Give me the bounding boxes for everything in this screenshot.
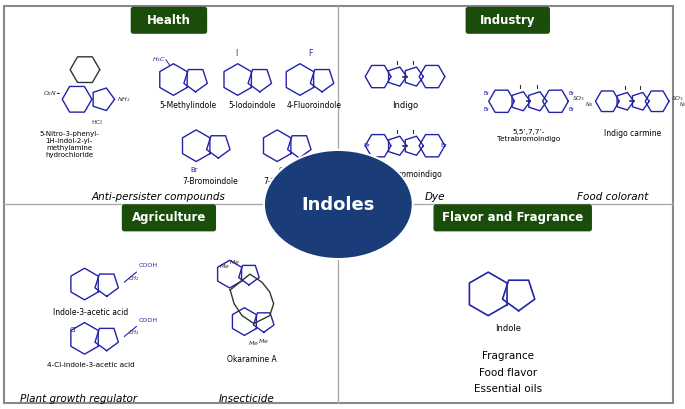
- Text: Br: Br: [568, 107, 574, 112]
- Text: $Na$: $Na$: [585, 100, 593, 108]
- Text: Indoles: Indoles: [301, 196, 375, 213]
- Text: $CH_2$: $CH_2$: [128, 328, 140, 337]
- Text: Agriculture: Agriculture: [132, 211, 206, 224]
- Text: $CH_2$: $CH_2$: [128, 274, 140, 283]
- Text: Anti-persister compounds: Anti-persister compounds: [91, 192, 225, 202]
- FancyBboxPatch shape: [434, 205, 591, 231]
- Text: I: I: [235, 49, 237, 58]
- Text: $Me$: $Me$: [258, 337, 269, 345]
- Text: Health: Health: [147, 14, 191, 27]
- Text: $Me$: $Me$: [229, 258, 240, 266]
- Text: Indigo: Indigo: [392, 101, 418, 110]
- Text: Br: Br: [440, 143, 447, 148]
- FancyBboxPatch shape: [4, 7, 673, 402]
- Text: Industry: Industry: [480, 14, 536, 27]
- Text: Food colorant: Food colorant: [577, 192, 648, 202]
- Text: Fragrance
Food flavor
Essential oils: Fragrance Food flavor Essential oils: [474, 351, 542, 394]
- Text: $NH_2$: $NH_2$: [116, 95, 130, 104]
- Text: $Na$: $Na$: [679, 100, 685, 108]
- Text: Cl: Cl: [278, 167, 285, 173]
- Text: 4-Fluoroindole: 4-Fluoroindole: [286, 101, 342, 110]
- Text: 7-Bromoindole: 7-Bromoindole: [182, 178, 238, 187]
- Text: Br: Br: [568, 91, 574, 96]
- Text: $Me$: $Me$: [219, 262, 229, 270]
- Text: COOH: COOH: [138, 263, 158, 268]
- Ellipse shape: [264, 150, 413, 259]
- Text: Plant growth regulator: Plant growth regulator: [21, 394, 138, 404]
- Text: Br: Br: [363, 143, 370, 148]
- Text: Cl: Cl: [70, 328, 77, 333]
- Text: HCl: HCl: [91, 121, 102, 126]
- Text: Br: Br: [191, 167, 199, 173]
- Text: Br: Br: [483, 91, 489, 96]
- Text: $SO_3$: $SO_3$: [671, 94, 684, 103]
- Text: $H_3C$: $H_3C$: [152, 55, 166, 64]
- Text: 5-Methylindole: 5-Methylindole: [159, 101, 216, 110]
- Text: Indigo carmine: Indigo carmine: [603, 129, 661, 138]
- Text: 4-Cl-indole-3-acetic acid: 4-Cl-indole-3-acetic acid: [47, 362, 135, 368]
- Text: Br: Br: [483, 107, 489, 112]
- Text: Insecticide: Insecticide: [219, 394, 275, 404]
- FancyBboxPatch shape: [132, 7, 206, 33]
- Text: COOH: COOH: [138, 317, 158, 323]
- Text: $SO_3$: $SO_3$: [573, 94, 586, 103]
- Text: 5-Iodoindole: 5-Iodoindole: [228, 101, 275, 110]
- Text: $O_2N$: $O_2N$: [43, 89, 58, 98]
- Text: F: F: [308, 49, 312, 58]
- Text: 7-Chloroindole: 7-Chloroindole: [264, 178, 319, 187]
- Text: Dye: Dye: [425, 192, 445, 202]
- Text: 5-Nitro-3-phenyl-
1H-indol-2-yl-
methylamine
hydrochloride: 5-Nitro-3-phenyl- 1H-indol-2-yl- methyla…: [39, 131, 99, 158]
- FancyBboxPatch shape: [123, 205, 215, 231]
- Text: Flavor and Fragrance: Flavor and Fragrance: [442, 211, 584, 224]
- Text: Indole-3-acetic acid: Indole-3-acetic acid: [53, 308, 129, 317]
- Text: $Me$: $Me$: [249, 339, 260, 347]
- Text: 5,5’,7,7’-
Tetrabromoindigo: 5,5’,7,7’- Tetrabromoindigo: [497, 129, 560, 142]
- FancyBboxPatch shape: [466, 7, 549, 33]
- Text: Okaramine A: Okaramine A: [227, 355, 277, 364]
- Text: 6,6’-Dibromoindigo: 6,6’-Dibromoindigo: [368, 171, 442, 180]
- Text: Indole: Indole: [495, 324, 521, 333]
